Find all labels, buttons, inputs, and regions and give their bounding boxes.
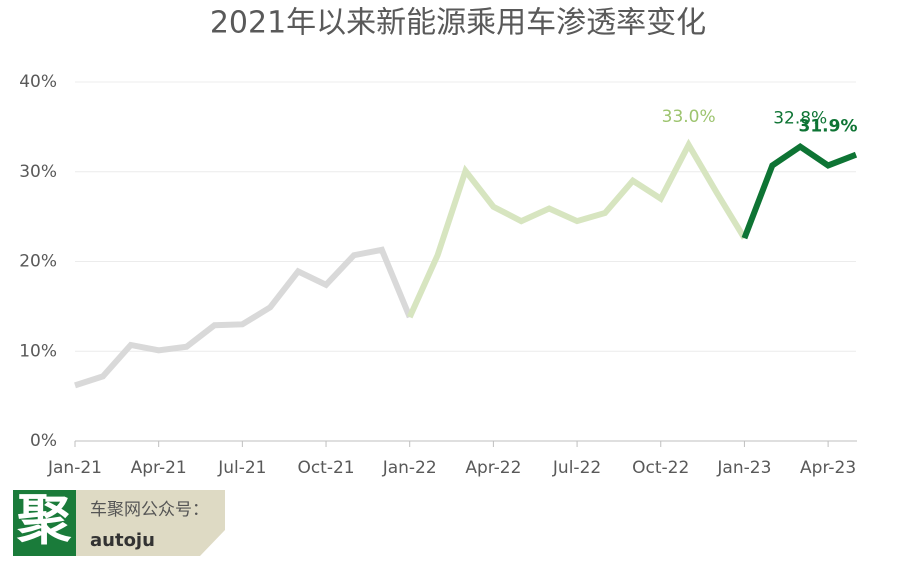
badge-line2: autoju: [90, 530, 155, 551]
badge-line1: 车聚网公众号：: [90, 500, 209, 520]
series-line: [741, 142, 858, 240]
x-tick-label: Jan-23: [716, 458, 771, 478]
x-tick-label: Jan-22: [382, 458, 437, 478]
x-tick-label: Apr-23: [800, 458, 856, 478]
x-tick-label: Jan-21: [47, 458, 102, 478]
x-tick-label: Apr-22: [465, 458, 521, 478]
x-tick-label: Jul-21: [217, 458, 266, 478]
data-label: 31.9%: [799, 117, 858, 137]
series-line: [74, 246, 413, 389]
chart-title: 2021年以来新能源乘用车渗透率变化: [210, 6, 706, 41]
badge-icon: 聚: [16, 489, 72, 552]
y-tick-label: 20%: [19, 252, 57, 272]
x-tick-label: Oct-22: [632, 458, 689, 478]
y-tick-label: 10%: [19, 341, 57, 361]
badge-icon-bg: [13, 490, 76, 556]
y-tick-label: 0%: [30, 431, 57, 451]
series-line: [406, 138, 747, 319]
data-label: 33.0%: [662, 107, 716, 127]
y-tick-label: 30%: [19, 162, 57, 182]
data-label: 32.8%: [773, 109, 827, 129]
x-tick-label: Apr-21: [131, 458, 187, 478]
badge: 聚 车聚网公众号： autoju: [13, 489, 225, 556]
x-tick-label: Oct-21: [297, 458, 354, 478]
x-tick-label: Jul-22: [552, 458, 601, 478]
y-tick-label: 40%: [19, 72, 57, 92]
badge-bg: [76, 490, 225, 556]
